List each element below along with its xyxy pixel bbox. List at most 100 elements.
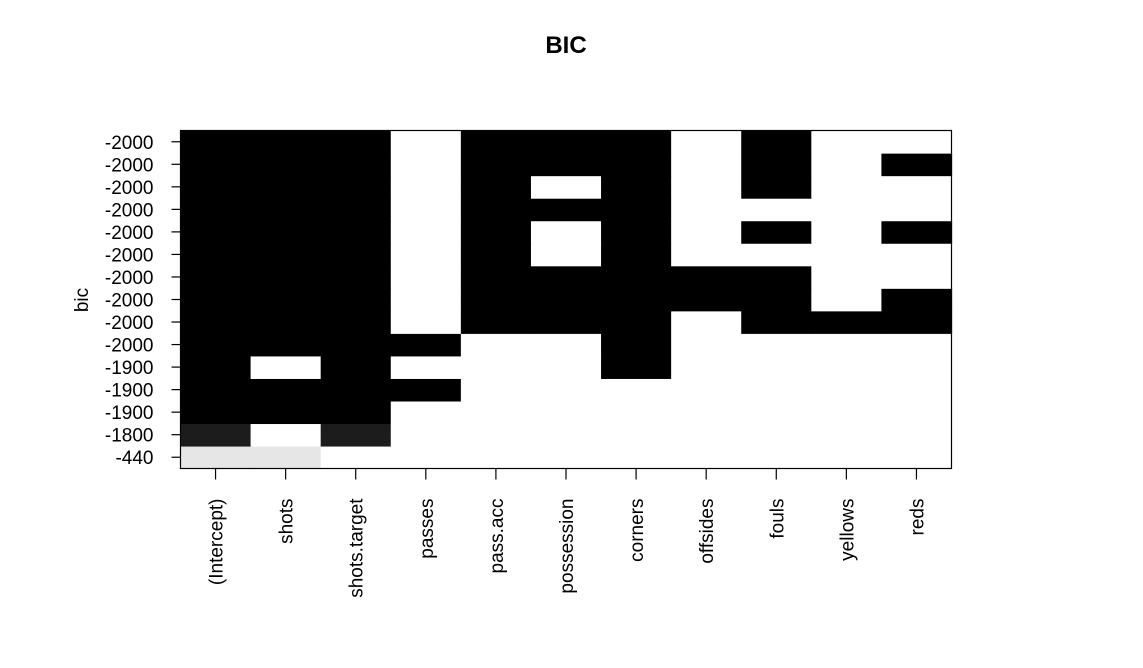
heatmap-cell: [250, 288, 322, 312]
heatmap-cell: [250, 400, 322, 425]
heatmap-cell: [671, 198, 742, 222]
heatmap-cell: [601, 423, 672, 447]
heatmap-cell: [811, 378, 883, 402]
heatmap-cell: [601, 445, 672, 470]
heatmap-cell: [530, 445, 602, 470]
y-tick-label: -440: [115, 448, 153, 469]
x-tick-label: yellows: [837, 499, 858, 561]
heatmap-cell: [460, 265, 532, 289]
heatmap-cell: [390, 333, 462, 357]
heatmap-cell: [530, 175, 602, 199]
heatmap-cell: [811, 243, 883, 267]
heatmap-cell: [881, 130, 953, 154]
y-tick-label: -2000: [105, 223, 154, 244]
heatmap-cell: [180, 243, 252, 267]
heatmap-cell: [250, 310, 322, 334]
heatmap-cell: [811, 288, 883, 312]
heatmap-cell: [811, 175, 883, 199]
x-tick-label: shots.target: [347, 498, 368, 598]
heatmap-cell: [530, 130, 602, 154]
heatmap-cell: [881, 220, 953, 244]
heatmap-cell: [320, 423, 392, 447]
heatmap-cell: [320, 333, 392, 357]
heatmap-cell: [671, 153, 742, 177]
heatmap-cell: [460, 288, 532, 312]
heatmap-cell: [741, 423, 812, 447]
heatmap-cell: [741, 288, 812, 312]
heatmap-cell: [320, 378, 392, 402]
heatmap-cell: [180, 333, 252, 357]
heatmap-cell: [320, 175, 392, 199]
heatmap-cell: [250, 175, 322, 199]
heatmap-cell: [671, 175, 742, 199]
heatmap-cell: [320, 220, 392, 244]
heatmap-cell: [250, 378, 322, 402]
heatmap-cell: [390, 445, 462, 470]
y-tick-label: -2000: [105, 245, 154, 266]
heatmap-cell: [180, 153, 252, 177]
heatmap-cell: [881, 288, 953, 312]
heatmap-cell: [671, 378, 742, 402]
heatmap-cell: [741, 243, 812, 267]
heatmap-cell: [320, 355, 392, 379]
heatmap-cell: [741, 153, 812, 177]
heatmap-cell: [881, 198, 953, 222]
heatmap-cell: [811, 265, 883, 289]
y-tick-label: -2000: [105, 336, 154, 357]
heatmap-cell: [460, 130, 532, 154]
heatmap-cell: [460, 220, 532, 244]
heatmap-cell: [390, 198, 462, 222]
heatmap-cell: [180, 130, 252, 154]
heatmap-cell: [671, 310, 742, 334]
x-tick-label: shots: [277, 499, 298, 544]
heatmap-cell: [250, 265, 322, 289]
heatmap-cell: [320, 445, 392, 470]
heatmap-cell: [881, 243, 953, 267]
heatmap-cell: [390, 130, 462, 154]
x-tick-label: (Intercept): [207, 499, 228, 586]
x-tick-label: offsides: [697, 499, 718, 564]
heatmap-cell: [881, 265, 953, 289]
heatmap-cell: [530, 310, 602, 334]
heatmap-cell: [741, 220, 812, 244]
heatmap-cell: [811, 130, 883, 154]
y-tick-label: -2000: [105, 291, 154, 312]
heatmap-cell: [530, 198, 602, 222]
heatmap-cell: [601, 153, 672, 177]
heatmap-cell: [530, 243, 602, 267]
heatmap-cell: [601, 400, 672, 425]
heatmap-cell: [811, 220, 883, 244]
heatmap-cell: [390, 355, 462, 379]
x-tick-label: possession: [557, 499, 578, 594]
heatmap-cell: [671, 400, 742, 425]
heatmap-cell: [180, 265, 252, 289]
heatmap-cell: [601, 175, 672, 199]
heatmap-cell: [250, 423, 322, 447]
heatmap-cell: [601, 310, 672, 334]
heatmap-cell: [390, 265, 462, 289]
heatmap-cell: [881, 378, 953, 402]
heatmap-cell: [671, 243, 742, 267]
heatmap-cell: [671, 220, 742, 244]
y-tick-label: -1900: [105, 358, 154, 379]
heatmap-cell: [320, 288, 392, 312]
heatmap-cell: [741, 265, 812, 289]
chart-title: BIC: [545, 32, 586, 59]
heatmap-cell: [881, 333, 953, 357]
y-tick-label: -2000: [105, 313, 154, 334]
heatmap-cell: [390, 400, 462, 425]
heatmap-cell: [671, 355, 742, 379]
heatmap-cell: [671, 333, 742, 357]
heatmap-cell: [881, 175, 953, 199]
heatmap-cell: [390, 220, 462, 244]
heatmap-cell: [601, 378, 672, 402]
heatmap-cell: [390, 243, 462, 267]
heatmap-cell: [881, 310, 953, 334]
y-tick-label: -1900: [105, 403, 154, 424]
heatmap-cell: [320, 153, 392, 177]
heatmap-cell: [741, 355, 812, 379]
heatmap-cell: [250, 153, 322, 177]
heatmap-cell: [811, 400, 883, 425]
heatmap-cell: [320, 400, 392, 425]
heatmap-cell: [881, 445, 953, 470]
